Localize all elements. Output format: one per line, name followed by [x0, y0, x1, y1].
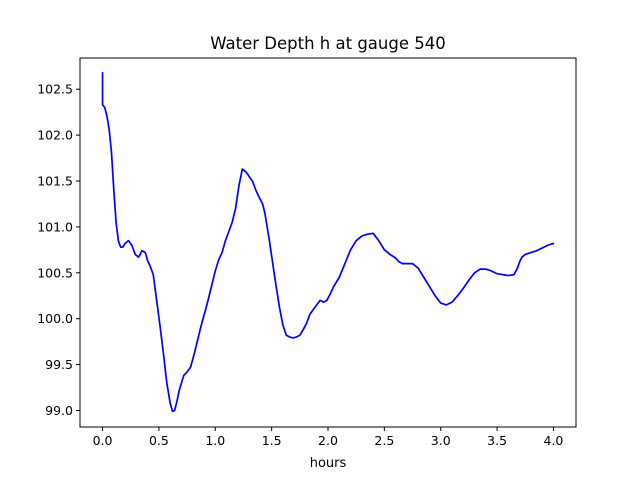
y-tick-label: 100.5 — [37, 265, 73, 280]
x-axis-label: hours — [310, 456, 347, 471]
series-group — [101, 71, 555, 413]
y-tick-label: 102.0 — [37, 128, 73, 143]
x-tick-label: 2.0 — [318, 433, 338, 448]
x-tick-label: 3.5 — [487, 433, 507, 448]
y-tick-label: 101.0 — [37, 219, 73, 234]
x-tick-label: 1.5 — [262, 433, 282, 448]
x-tick-label: 0.5 — [149, 433, 169, 448]
plot-area — [80, 58, 576, 427]
x-tick-label: 4.0 — [544, 433, 564, 448]
x-axis-ticks: 0.0 0.5 1.0 1.5 2.0 2.5 3.0 3.5 4.0 — [93, 427, 564, 448]
series-line — [101, 71, 555, 413]
x-tick-label: 2.5 — [374, 433, 394, 448]
y-tick-label: 101.5 — [37, 174, 73, 189]
y-axis-ticks: 99.0 99.5 100.0 100.5 101.0 101.5 102.0 102.5 — [37, 82, 80, 418]
y-tick-label: 99.5 — [45, 357, 73, 372]
y-tick-label: 102.5 — [37, 82, 73, 97]
chart-title: Water Depth h at gauge 540 — [210, 34, 445, 53]
plot-frame — [79, 57, 577, 428]
y-tick-label: 100.0 — [37, 311, 73, 326]
y-tick-label: 99.0 — [45, 403, 73, 418]
x-tick-label: 1.0 — [205, 433, 225, 448]
x-tick-label: 0.0 — [93, 433, 113, 448]
x-tick-label: 3.0 — [431, 433, 451, 448]
